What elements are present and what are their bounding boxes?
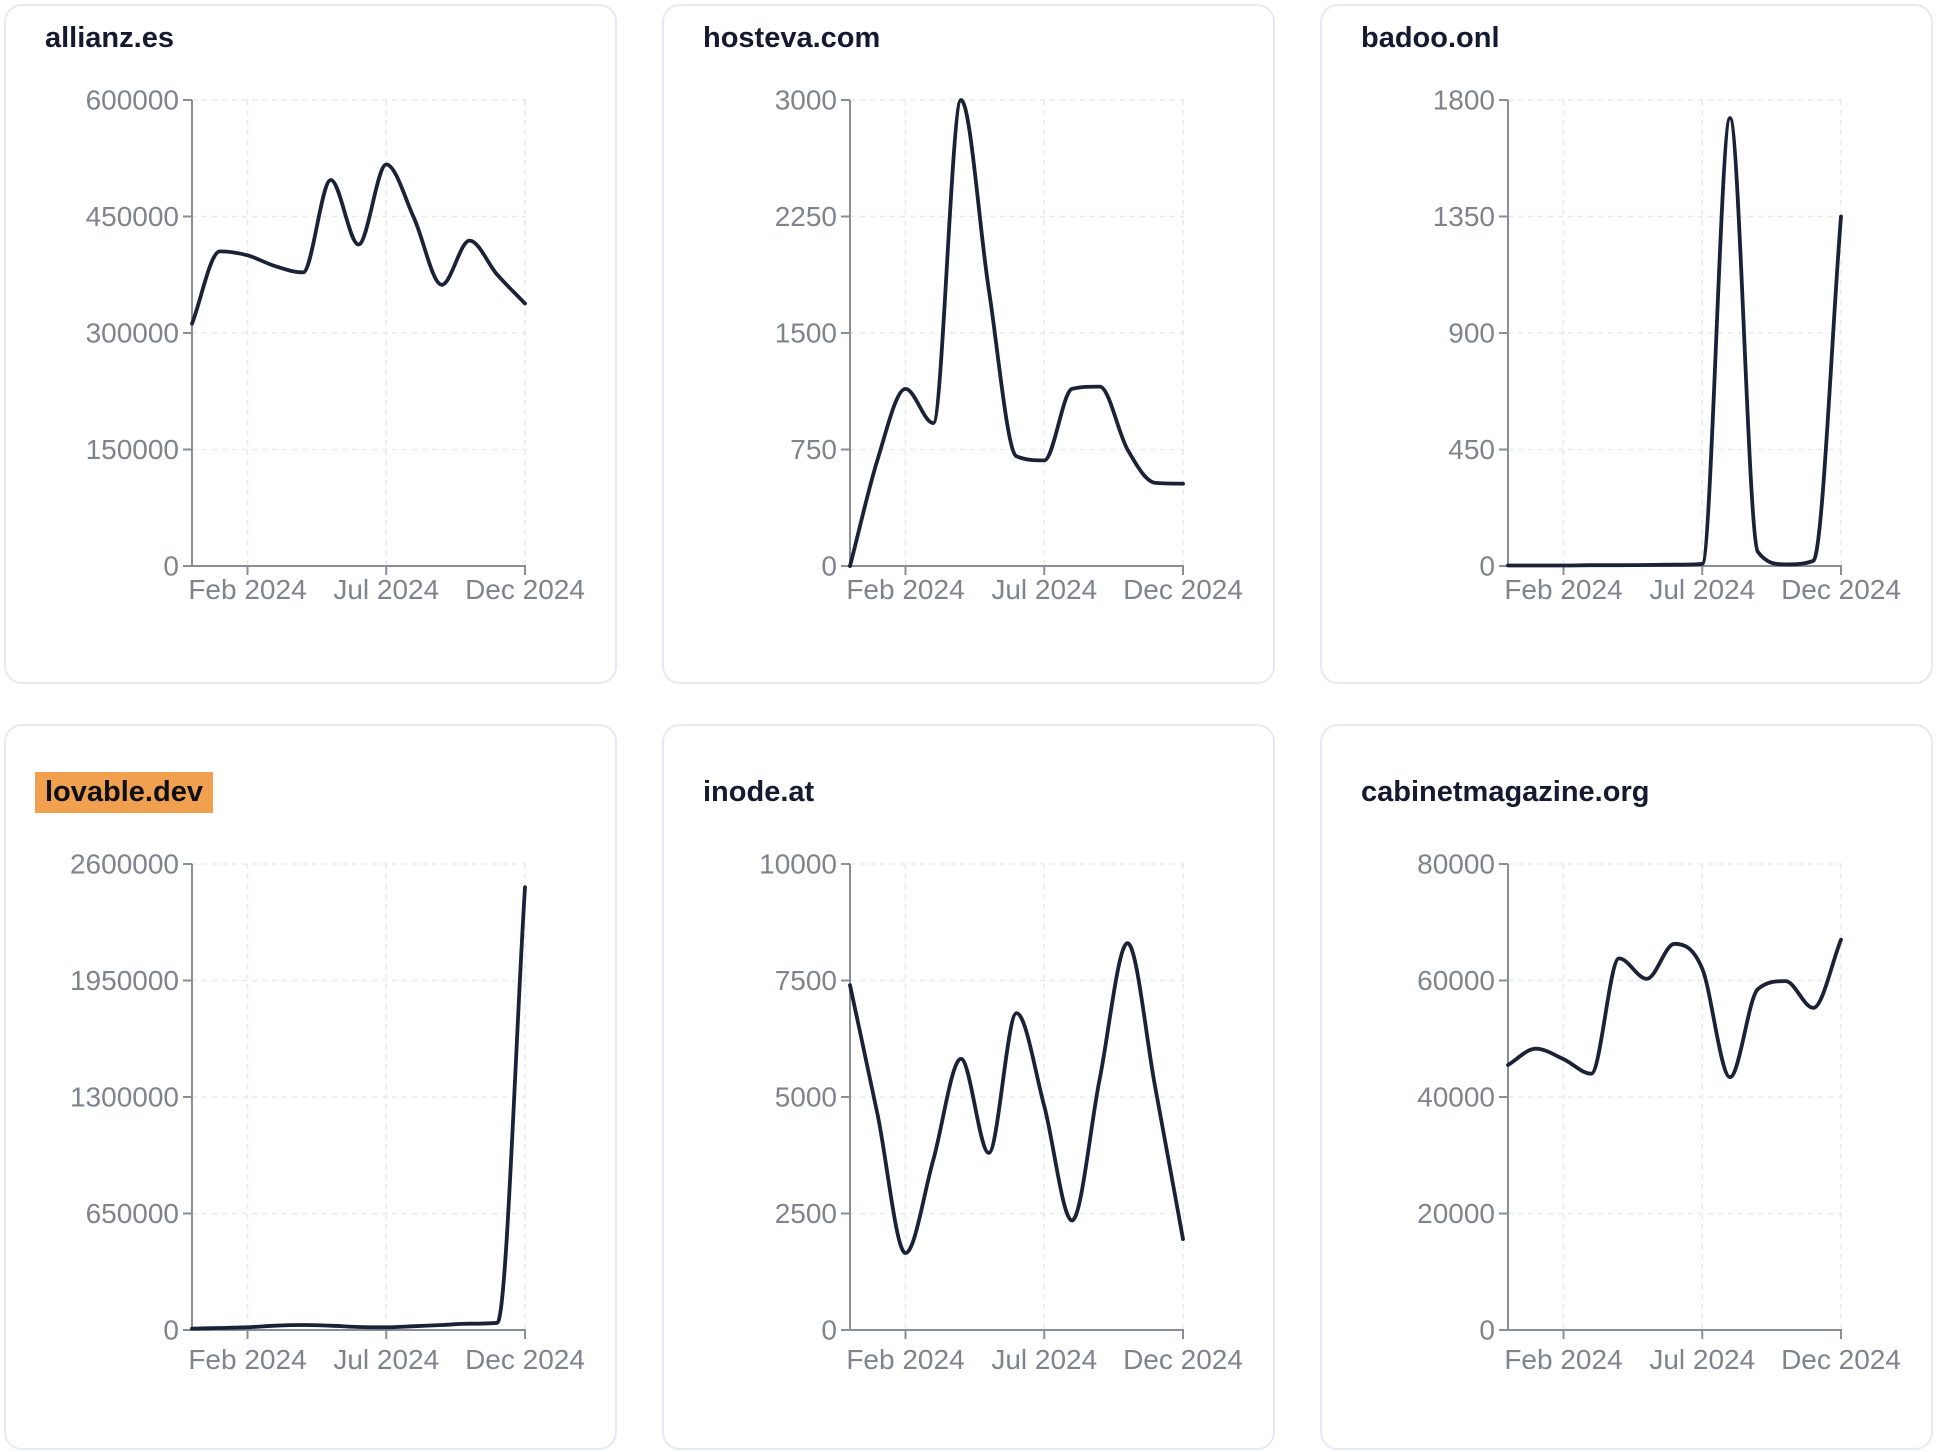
svg-text:Jul 2024: Jul 2024	[1649, 1344, 1755, 1375]
domain-card[interactable]: cabinetmagazine.org 0 20000 40000 60000 8000…	[1320, 724, 1933, 1450]
svg-text:2250: 2250	[775, 201, 837, 232]
svg-text:Jul 2024: Jul 2024	[991, 574, 1097, 605]
svg-text:Jul 2024: Jul 2024	[333, 574, 439, 605]
svg-text:3000: 3000	[775, 85, 837, 116]
svg-text:1950000: 1950000	[70, 965, 179, 996]
svg-text:5000: 5000	[775, 1082, 837, 1113]
svg-text:Feb 2024: Feb 2024	[846, 574, 964, 605]
svg-text:0: 0	[1479, 1315, 1495, 1346]
card-title: inode.at	[703, 776, 1273, 809]
svg-text:0: 0	[821, 551, 837, 582]
card-title: hosteva.com	[703, 22, 1273, 55]
svg-text:Feb 2024: Feb 2024	[1504, 574, 1622, 605]
domain-name: badoo.onl	[1361, 22, 1500, 54]
svg-text:Jul 2024: Jul 2024	[333, 1344, 439, 1375]
card-title: lovable.dev	[35, 772, 615, 813]
svg-text:450000: 450000	[86, 201, 179, 232]
domain-card[interactable]: inode.at 0 2500 5000 7500 10000 Feb 2024 Jul 2…	[662, 724, 1275, 1450]
svg-text:Feb 2024: Feb 2024	[1504, 1344, 1622, 1375]
svg-text:Dec 2024: Dec 2024	[1123, 1344, 1243, 1375]
svg-text:300000: 300000	[86, 318, 179, 349]
svg-text:Feb 2024: Feb 2024	[188, 574, 306, 605]
svg-text:10000: 10000	[759, 849, 837, 880]
svg-text:2500: 2500	[775, 1198, 837, 1229]
svg-text:750: 750	[790, 434, 837, 465]
svg-text:60000: 60000	[1417, 965, 1495, 996]
svg-text:0: 0	[163, 1315, 179, 1346]
line-chart: 0 450 900 1350 1800 Feb 2024 Jul 2024 Dec 2024	[1433, 85, 1901, 606]
line-chart: 0 2500 5000 7500 10000 Feb 2024 Jul 2024 Dec 20…	[759, 849, 1243, 1376]
card-title: allianz.es	[45, 22, 615, 55]
line-chart: 0 150000 300000 450000 600000 Feb 2024 Jul 202…	[86, 85, 585, 606]
domain-name: allianz.es	[45, 22, 174, 54]
line-chart: 0 650000 1300000 1950000 2600000 Feb 2024 Jul …	[70, 849, 585, 1376]
svg-text:Dec 2024: Dec 2024	[1781, 1344, 1901, 1375]
svg-text:650000: 650000	[86, 1198, 179, 1229]
line-chart: 0 750 1500 2250 3000 Feb 2024 Jul 2024 Dec 2024	[775, 85, 1243, 606]
svg-text:Dec 2024: Dec 2024	[1781, 574, 1901, 605]
svg-text:Jul 2024: Jul 2024	[991, 1344, 1097, 1375]
svg-text:Dec 2024: Dec 2024	[465, 574, 585, 605]
svg-text:Jul 2024: Jul 2024	[1649, 574, 1755, 605]
svg-text:0: 0	[1479, 551, 1495, 582]
card-title: cabinetmagazine.org	[1361, 776, 1931, 809]
domain-name: lovable.dev	[35, 772, 213, 813]
domain-name: cabinetmagazine.org	[1361, 776, 1650, 808]
svg-text:20000: 20000	[1417, 1198, 1495, 1229]
svg-text:1800: 1800	[1433, 85, 1495, 116]
card-title: badoo.onl	[1361, 22, 1931, 55]
domain-card[interactable]: hosteva.com 0 750 1500 2250 3000 Feb 2024 Jul …	[662, 4, 1275, 684]
svg-text:450: 450	[1448, 434, 1495, 465]
svg-text:0: 0	[821, 1315, 837, 1346]
svg-text:Feb 2024: Feb 2024	[846, 1344, 964, 1375]
svg-text:80000: 80000	[1417, 849, 1495, 880]
svg-text:1500: 1500	[775, 318, 837, 349]
svg-text:900: 900	[1448, 318, 1495, 349]
svg-text:1350: 1350	[1433, 201, 1495, 232]
domain-name: inode.at	[703, 776, 815, 808]
domain-card[interactable]: lovable.dev 0 650000 1300000 1950000 2600000…	[4, 724, 617, 1450]
svg-text:600000: 600000	[86, 85, 179, 116]
svg-text:1300000: 1300000	[70, 1082, 179, 1113]
svg-text:150000: 150000	[86, 434, 179, 465]
domain-card[interactable]: allianz.es 0 150000 300000 450000 600000 Feb …	[4, 4, 617, 684]
svg-text:2600000: 2600000	[70, 849, 179, 880]
line-chart: 0 20000 40000 60000 80000 Feb 2024 Jul 2024 Dec…	[1417, 849, 1901, 1376]
svg-text:7500: 7500	[775, 965, 837, 996]
svg-text:40000: 40000	[1417, 1082, 1495, 1113]
svg-text:Dec 2024: Dec 2024	[1123, 574, 1243, 605]
svg-text:0: 0	[163, 551, 179, 582]
domain-name: hosteva.com	[703, 22, 881, 54]
domain-card[interactable]: badoo.onl 0 450 900 1350 1800 Feb 2024 Jul 202…	[1320, 4, 1933, 684]
svg-text:Feb 2024: Feb 2024	[188, 1344, 306, 1375]
svg-text:Dec 2024: Dec 2024	[465, 1344, 585, 1375]
